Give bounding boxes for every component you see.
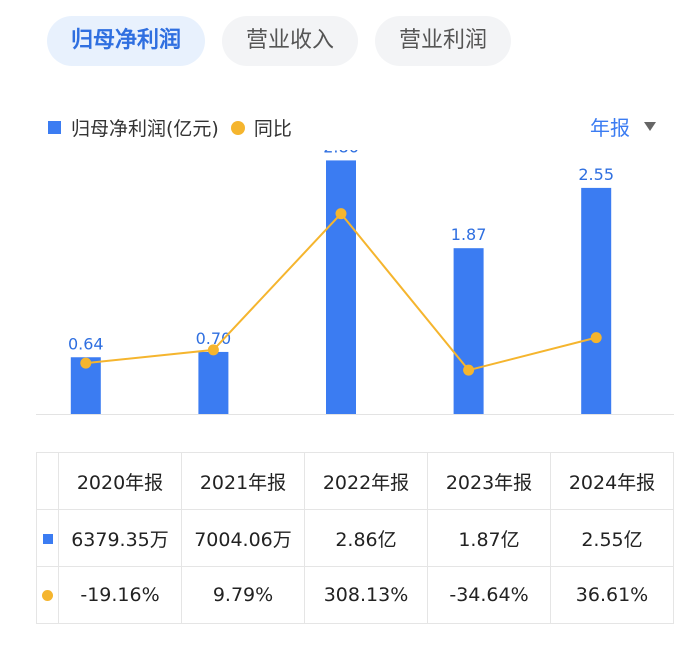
bar-value-label: 0.70	[196, 329, 232, 348]
tab-operating-profit[interactable]: 营业利润	[375, 16, 512, 66]
line-legend-label: 同比	[253, 118, 292, 140]
yoy-cell: 308.13%	[304, 566, 428, 624]
table-header-cell: 2024年报	[550, 452, 674, 510]
bar-value-label: 1.87	[451, 225, 487, 244]
bar	[581, 187, 612, 414]
line-marker-icon	[42, 590, 53, 601]
period-label: 年报	[590, 116, 630, 140]
profit-cell: 7004.06万	[181, 509, 305, 567]
yoy-point	[80, 357, 92, 369]
bar-marker-icon	[42, 534, 53, 544]
table-row-profit: 6379.35万 7004.06万 2.86亿 1.87亿 2.55亿	[36, 509, 674, 567]
yoy-point	[463, 364, 475, 376]
bar-value-label: 2.86	[323, 150, 359, 156]
tab-revenue[interactable]: 营业收入	[222, 16, 359, 66]
yoy-cell: -19.16%	[58, 566, 182, 624]
table-header-cell: 2023年报	[427, 452, 551, 510]
table-header-cell: 2022年报	[304, 452, 428, 510]
line-legend-marker	[230, 120, 245, 135]
yoy-cell: -34.64%	[427, 566, 551, 624]
period-dropdown[interactable]: 年报	[590, 112, 656, 141]
bar-legend-label: 归母净利润(亿元)	[71, 118, 219, 140]
table-header-cell: 2021年报	[181, 452, 305, 510]
profit-cell: 2.55亿	[550, 509, 674, 567]
bar	[453, 248, 484, 414]
yoy-point	[335, 208, 347, 220]
data-table: 2020年报 2021年报 2022年报 2023年报 2024年报 6379.…	[36, 452, 674, 624]
tab-bar: 归母净利润 营业收入 营业利润	[47, 16, 512, 66]
profit-row-marker	[36, 509, 59, 567]
table-row-yoy: -19.16% 9.79% 308.13% -34.64% 36.61%	[36, 566, 674, 624]
chart-legend: 归母净利润(亿元) 同比	[48, 114, 292, 141]
yoy-point	[590, 332, 602, 344]
yoy-row-marker	[36, 566, 59, 624]
yoy-cell: 36.61%	[550, 566, 674, 624]
table-corner-cell	[36, 452, 59, 510]
yoy-point	[207, 344, 219, 356]
bar	[198, 351, 229, 414]
profit-chart: 0.64 0.70 2.86 1.87 2.55	[36, 150, 674, 415]
bar-value-label: 2.55	[578, 165, 614, 184]
table-header-cell: 2020年报	[58, 452, 182, 510]
profit-cell: 2.86亿	[304, 509, 428, 567]
profit-cell: 6379.35万	[58, 509, 182, 567]
profit-cell: 1.87亿	[427, 509, 551, 567]
table-header-row: 2020年报 2021年报 2022年报 2023年报 2024年报	[36, 452, 674, 510]
bar-value-label: 0.64	[68, 334, 104, 353]
yoy-cell: 9.79%	[181, 566, 305, 624]
tab-net-profit[interactable]: 归母净利润	[47, 16, 206, 66]
bar-legend-marker	[48, 121, 61, 134]
bar	[326, 160, 356, 414]
caret-down-icon	[644, 122, 656, 131]
